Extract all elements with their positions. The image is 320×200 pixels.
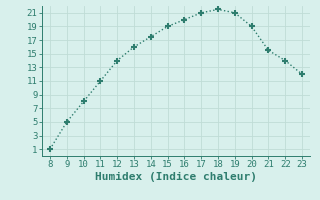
X-axis label: Humidex (Indice chaleur): Humidex (Indice chaleur) bbox=[95, 172, 257, 182]
